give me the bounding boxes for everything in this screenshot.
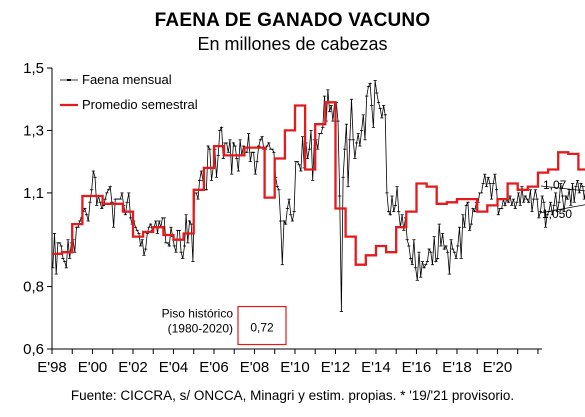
- x-axis: E'98 E'00 E'02 E'04 E'06 E'08 E'10 E'12 E'14 E'16…: [37, 348, 542, 376]
- x-tick-label: E'00: [78, 359, 108, 376]
- legend-label-semester: Promedio semestral: [82, 97, 198, 112]
- y-tick-label: 1,1: [23, 185, 44, 202]
- x-tick-label: E'20: [483, 359, 513, 376]
- x-tick-label: E'16: [402, 359, 432, 376]
- y-tick-label: 1,3: [23, 122, 44, 139]
- legend: Faena mensual Promedio semestral: [60, 72, 198, 112]
- source-note: Fuente: CICCRA, s/ ONCCA, Minagri y esti…: [70, 388, 515, 403]
- record-low-label: Piso histórico: [162, 307, 234, 321]
- monthly-leader-line: [540, 185, 585, 192]
- y-tick-label: 1,5: [23, 60, 44, 77]
- monthly-last-label: 1,07: [543, 178, 567, 192]
- chart-title: FAENA DE GANADO VACUNO: [154, 10, 431, 31]
- series-layer: [51, 80, 585, 312]
- x-tick-label: E'02: [118, 359, 148, 376]
- series-monthly-line: [52, 80, 585, 312]
- x-tick-label: E'08: [240, 359, 270, 376]
- annotation-layer: 0,72 Piso histórico(1980-2020) 1,07 1,050: [162, 178, 585, 346]
- semester-leader-line: [539, 204, 585, 214]
- x-tick-label: E'14: [361, 359, 391, 376]
- x-tick-label: E'10: [280, 359, 310, 376]
- x-tick-label: E'06: [199, 359, 229, 376]
- y-axis: 0,6 0,8 1,1 1,3 1,5: [23, 60, 53, 358]
- x-tick-label: E'12: [321, 359, 351, 376]
- semester-last-label: 1,050: [542, 207, 572, 221]
- y-tick-label: 0,6: [23, 341, 44, 358]
- record-low-box: [237, 305, 287, 346]
- chart-subtitle: En millones de cabezas: [197, 34, 388, 54]
- legend-label-monthly: Faena mensual: [82, 72, 172, 87]
- x-tick-label: E'04: [159, 359, 189, 376]
- y-tick-label: 0,8: [23, 279, 44, 296]
- x-tick-label: E'18: [442, 359, 472, 376]
- record-low-period: (1980-2020): [168, 322, 233, 336]
- x-tick-label: E'98: [37, 359, 67, 376]
- series-semester-line: [52, 101, 585, 266]
- record-low-value: 0,72: [250, 321, 274, 335]
- line-chart: 0,6 0,8 1,1 1,3 1,5 E'98 E'00 E'02 E'04 E'06 E'08…: [23, 60, 585, 376]
